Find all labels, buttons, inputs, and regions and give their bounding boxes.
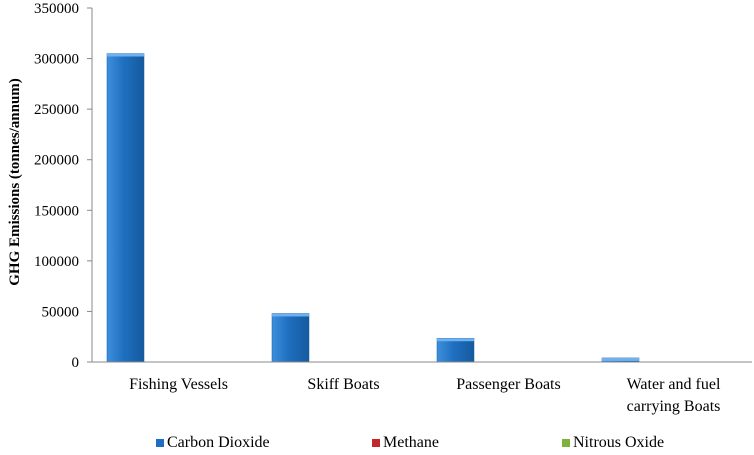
y-tick-label: 150000 [34,203,79,219]
bar-top-highlight [437,338,474,342]
y-tick-label: 50000 [42,304,80,320]
legend-label: Methane [383,434,439,451]
legend-swatch [562,439,570,447]
legend-swatch [372,439,380,447]
y-tick-label: 0 [72,355,80,371]
legend-label: Nitrous Oxide [573,434,665,451]
bar-top-highlight [107,53,144,57]
legend-label: Carbon Dioxide [167,434,270,451]
x-category-label: Passenger Boats [456,376,560,393]
bar-carbon-dioxide [271,313,310,363]
bar-chart: GHG Emissions (tonnes/annum) 0 50000 10000… [7,1,752,415]
y-tick-label: 100000 [34,254,79,270]
y-tick-label: 200000 [34,153,79,169]
legend-item-methane: Methane [372,434,439,452]
bar-carbon-dioxide [106,53,145,363]
y-tick-label: 300000 [34,52,79,68]
y-tick-label: 350000 [34,1,79,17]
x-category-label: Fishing Vessels [129,376,228,393]
x-category-label: Skiff Boats [307,376,379,393]
legend-swatch [156,439,164,447]
legend-item-nitrous-oxide: Nitrous Oxide [562,434,664,452]
bar-top-highlight [602,357,639,361]
x-category-label: Water and fuel carrying Boats [627,376,721,415]
bar-top-highlight [272,313,309,317]
y-axis-label: GHG Emissions (tonnes/annum) [7,78,23,286]
bar-carbon-dioxide [436,337,475,363]
legend: Carbon Dioxide Methane Nitrous Oxide [0,434,754,454]
legend-item-carbon-dioxide: Carbon Dioxide [156,434,270,452]
y-tick-label: 250000 [34,102,79,118]
